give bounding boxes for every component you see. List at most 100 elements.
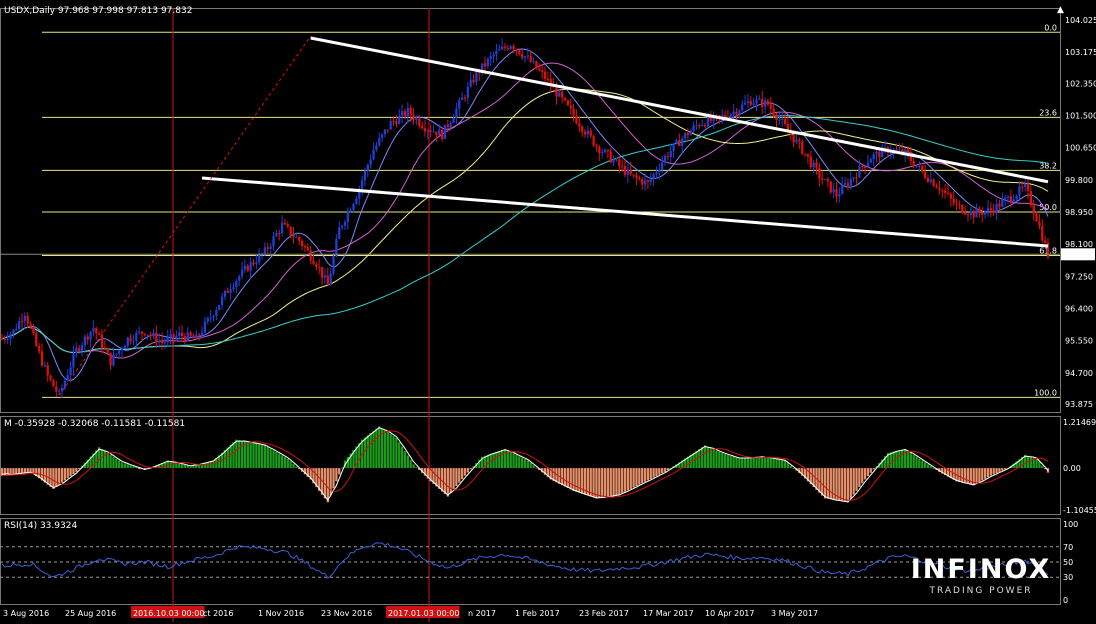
- macd-bar-192: [549, 468, 552, 480]
- macd-bar-248: [709, 447, 712, 469]
- macd-bar-332: [949, 468, 952, 479]
- macd-bar-108: [309, 468, 312, 480]
- candle-body-140: [400, 111, 404, 116]
- macd-bar-193: [552, 468, 555, 481]
- candle-body-339: [969, 211, 972, 216]
- candle-body-67: [192, 335, 195, 338]
- macd-bar-191: [546, 468, 550, 478]
- candle-body-98: [280, 222, 284, 234]
- candle-body-168: [480, 63, 484, 74]
- candle-body-24: [69, 367, 72, 376]
- candle-body-131: [375, 145, 378, 150]
- macd-bar-158: [452, 468, 455, 490]
- macd-signal-line: [1, 430, 1049, 501]
- candle-body-52: [149, 334, 152, 336]
- candle-body-340: [972, 211, 975, 218]
- macd-bar-9: [26, 468, 29, 473]
- macd-bar-237: [678, 462, 681, 469]
- candle-body-26: [75, 347, 78, 354]
- candle-body-35: [100, 334, 104, 348]
- last-price-box: [1061, 248, 1095, 261]
- macd-bar-360: [1029, 456, 1032, 469]
- macd-bar-169: [483, 455, 487, 469]
- macd-bar-277: [792, 468, 795, 470]
- rsi-line: [1, 542, 1049, 579]
- candle-body-60: [172, 334, 175, 339]
- candle-body-271: [775, 115, 778, 121]
- macd-bar-291: [832, 468, 835, 500]
- macd-bar-37: [106, 452, 109, 469]
- macd-bar-26: [75, 468, 78, 472]
- candle-body-235: [672, 143, 675, 152]
- macd-bar-6: [18, 468, 21, 474]
- candle-body-87: [249, 262, 252, 271]
- candle-body-17: [49, 375, 52, 380]
- candle-body-169: [483, 63, 487, 67]
- candle-body-139: [398, 115, 401, 124]
- candle-body-223: [638, 177, 641, 180]
- candle-body-298: [852, 177, 855, 179]
- candle-body-171: [489, 56, 492, 59]
- candle-body-53: [152, 333, 155, 336]
- candle-body-359: [1026, 183, 1030, 191]
- candle-body-78: [223, 290, 227, 297]
- menu-arrow[interactable]: ▲: [1057, 5, 1064, 15]
- macd-bar-127: [363, 437, 367, 469]
- candle-body-32: [92, 327, 95, 332]
- macd-bar-294: [841, 468, 844, 502]
- macd-bar-184: [526, 460, 529, 469]
- candle-body-208: [595, 145, 598, 147]
- candle-body-47: [135, 332, 138, 341]
- macd-bar-236: [675, 464, 678, 469]
- moving-average-3: [1, 115, 1049, 354]
- panel-0: [0, 8, 1061, 413]
- candle-body-253: [723, 115, 727, 117]
- candle-body-206: [589, 130, 592, 136]
- price-tick-1: 103.175: [1065, 48, 1096, 57]
- macd-bar-98: [280, 455, 284, 469]
- candle-body-281: [803, 153, 807, 155]
- candle-body-360: [1029, 190, 1032, 206]
- macd-bar-351: [1003, 468, 1007, 470]
- macd-title: M -0.35928 -0.32068 -0.11581 -0.11581: [4, 419, 185, 429]
- macd-bar-4: [12, 468, 15, 475]
- candle-body-264: [755, 99, 758, 104]
- candle-body-237: [678, 140, 681, 146]
- candle-body-100: [286, 224, 289, 227]
- candle-body-143: [409, 107, 412, 116]
- candle-body-30: [86, 336, 89, 340]
- macd-bar-133: [380, 428, 384, 469]
- candle-body-338: [966, 214, 970, 216]
- candle-body-286: [818, 167, 821, 179]
- candle-body-48: [138, 331, 141, 333]
- macd-bar-216: [618, 468, 621, 495]
- candle-body-112: [320, 267, 324, 278]
- macd-bar-36: [103, 451, 107, 469]
- candle-body-285: [815, 162, 818, 168]
- candles: [0, 38, 1050, 399]
- macd-bar-197: [563, 468, 567, 487]
- candle-body-80: [229, 289, 232, 293]
- candle-body-320: [915, 166, 918, 168]
- candle-body-141: [403, 111, 407, 117]
- brand-tagline: TRADING POWER: [929, 586, 1033, 596]
- macd-bar-152: [435, 468, 438, 487]
- macd-bar-149: [426, 468, 429, 479]
- candle-body-25: [72, 353, 75, 368]
- candle-body-15: [43, 365, 47, 367]
- date-tick-10: 17 Mar 2017: [643, 609, 694, 618]
- macd-bar-338: [966, 468, 970, 484]
- candle-body-84: [240, 269, 244, 277]
- macd-bar-299: [855, 468, 858, 491]
- macd-bar-295: [843, 468, 847, 502]
- candle-body-184: [526, 55, 529, 57]
- price-tick-4: 100.650: [1065, 144, 1096, 153]
- macd-bar-339: [969, 468, 972, 485]
- macd-bar-282: [806, 468, 810, 482]
- candle-body-301: [861, 165, 864, 167]
- candle-body-322: [921, 166, 924, 172]
- macd-bar-259: [741, 458, 744, 469]
- macd-bar-79: [226, 447, 229, 469]
- macd-bar-243: [695, 451, 698, 469]
- candle-body-77: [220, 296, 224, 306]
